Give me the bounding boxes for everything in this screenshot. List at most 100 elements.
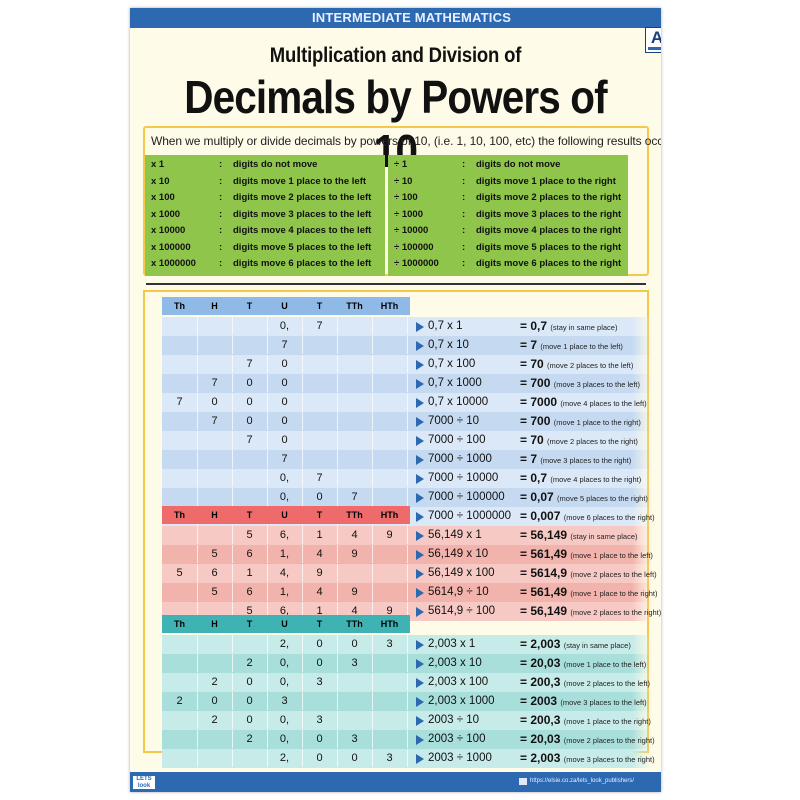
digit-cell: 7 — [232, 355, 268, 373]
result-note: (move 2 places to the left) — [547, 361, 634, 370]
digit-cell — [162, 730, 198, 748]
expression: 7000 ÷ 1000 — [428, 453, 492, 465]
arrow-icon — [416, 697, 424, 707]
result: = 2,003 (move 3 places to the right) — [520, 749, 655, 769]
result-note: (move 1 place to the right) — [570, 589, 658, 598]
expression: 0,7 x 10000 — [428, 396, 489, 408]
result: = 7 (move 3 places to the right) — [520, 450, 631, 470]
digit-cell: 6, — [267, 602, 303, 620]
result-value: = 5614,9 — [520, 566, 571, 580]
page-title: Decimals by Powers of 10 — [184, 71, 607, 177]
result-note: (move 3 places to the left) — [560, 698, 647, 707]
divide-rules: ÷ 1: digits do not move ÷ 10: digits move 1… — [388, 155, 628, 276]
digit-cell — [197, 431, 233, 449]
digit-cell: 0 — [302, 635, 338, 653]
digit-cell — [197, 602, 233, 620]
rule-operator: x 10 — [151, 175, 170, 187]
digit-cell — [232, 336, 268, 354]
digit-cell — [197, 469, 233, 487]
brand-logo: A — [645, 27, 661, 53]
result-note: (move 3 places to the right) — [540, 456, 632, 465]
rule-description: digits move 4 places to the left — [233, 225, 372, 236]
rule-description: digits move 6 places to the left — [233, 258, 372, 269]
digit-cell — [372, 673, 408, 691]
table-row: 2 0, 0 3 2003 ÷ 100 = 20,03 (move 2 places to… — [162, 730, 655, 750]
rule-colon: : — [462, 208, 466, 220]
rule-colon: : — [462, 258, 466, 269]
digit-cell: 4 — [302, 545, 338, 563]
poster: INTERMEDIATE MATHEMATICS A Multiplicatio… — [130, 8, 661, 792]
digit-cell: 9 — [372, 526, 408, 544]
result-note: (move 2 places to the left) — [563, 679, 651, 688]
digit-cell — [372, 545, 408, 563]
arrow-icon — [416, 360, 424, 370]
table-row: 5 6 1 4, 9 56,149 x 100 = 5614,9 (move 2 place… — [162, 564, 657, 583]
column-header: T — [246, 619, 253, 629]
result-note: (stay in same place) — [550, 323, 618, 332]
section-divider — [146, 283, 646, 285]
column-header: Th — [174, 619, 185, 629]
digit-cell — [162, 635, 198, 653]
digit-cell — [197, 654, 233, 672]
place-value-table: Th H T U T TTh HTh 0, 7 0,7 x 1 = 0,7 (stay in sam… — [143, 290, 661, 768]
rule-description: digits move 3 places to the right — [476, 208, 622, 220]
digit-cell — [197, 749, 233, 767]
digit-cell — [372, 374, 408, 392]
table-row: 7 7000 ÷ 1000 = 7 (move 3 places to the ri… — [162, 450, 652, 469]
column-header: T — [246, 510, 253, 520]
digit-cell — [162, 355, 198, 373]
result: = 20,03 (move 2 places to the right) — [520, 730, 655, 750]
arrow-icon — [416, 379, 424, 389]
result: = 56,149 (stay in same place) — [520, 526, 638, 546]
expression: 5614,9 ÷ 10 — [428, 586, 489, 598]
digit-cell: 0, — [267, 730, 303, 748]
rule-colon: : — [219, 258, 223, 269]
digit-cell: 1 — [232, 564, 268, 582]
result: = 5614,9 (move 2 places to the left) — [520, 564, 657, 584]
column-header: HTh — [380, 510, 399, 520]
digit-cell: 3 — [337, 730, 373, 748]
result-value: = 7 — [520, 452, 541, 466]
digit-cell: 0 — [302, 749, 338, 767]
digit-cell — [162, 545, 198, 563]
expression: 2003 ÷ 1000 — [428, 752, 492, 764]
rule-colon: : — [462, 192, 466, 203]
column-header-row: Th H T U T TTh HTh — [162, 506, 410, 524]
digit-cell: 0, — [267, 469, 303, 487]
digit-cell — [372, 317, 408, 335]
digit-cell — [162, 673, 198, 691]
top-banner: INTERMEDIATE MATHEMATICS — [130, 8, 661, 28]
digit-cell — [372, 393, 408, 411]
table-row: 2 0 0 3 2,003 x 1000 = 2003 (move 3 places to… — [162, 692, 652, 711]
digit-cell: 0 — [267, 374, 303, 392]
digit-cell — [302, 692, 338, 710]
digit-cell: 5 — [232, 602, 268, 620]
digit-cell — [162, 711, 198, 729]
digit-cell: 0 — [302, 730, 338, 748]
rule-operator: ÷ 1 — [394, 159, 408, 170]
column-header: U — [281, 619, 288, 629]
expression: 7000 ÷ 100 — [428, 434, 486, 446]
digit-cell — [302, 393, 338, 411]
digit-cell — [162, 526, 198, 544]
result-value: = 561,49 — [520, 585, 571, 599]
digit-cell: 2 — [197, 673, 233, 691]
digit-cell — [337, 317, 373, 335]
result-value: = 700 — [520, 376, 554, 390]
result-note: (move 1 place to the left) — [563, 660, 647, 669]
digit-cell: 7 — [197, 412, 233, 430]
table-row: 5 6 1, 4 9 5614,9 ÷ 10 = 561,49 (move 1 place … — [162, 583, 658, 602]
column-header: Th — [174, 510, 185, 520]
column-header: HTh — [380, 301, 399, 311]
digit-cell — [302, 336, 338, 354]
expression: 56,149 x 1 — [428, 529, 482, 541]
digit-cell — [302, 450, 338, 468]
arrow-icon — [416, 512, 424, 522]
table-row: 7 0,7 x 10 = 7 (move 1 place to the left) — [162, 336, 652, 355]
digit-cell: 0, — [267, 673, 303, 691]
rule-colon: : — [219, 241, 223, 253]
digit-cell — [162, 450, 198, 468]
social-icon — [519, 778, 527, 785]
result-value: = 561,49 — [520, 547, 571, 561]
arrow-icon — [416, 398, 424, 408]
